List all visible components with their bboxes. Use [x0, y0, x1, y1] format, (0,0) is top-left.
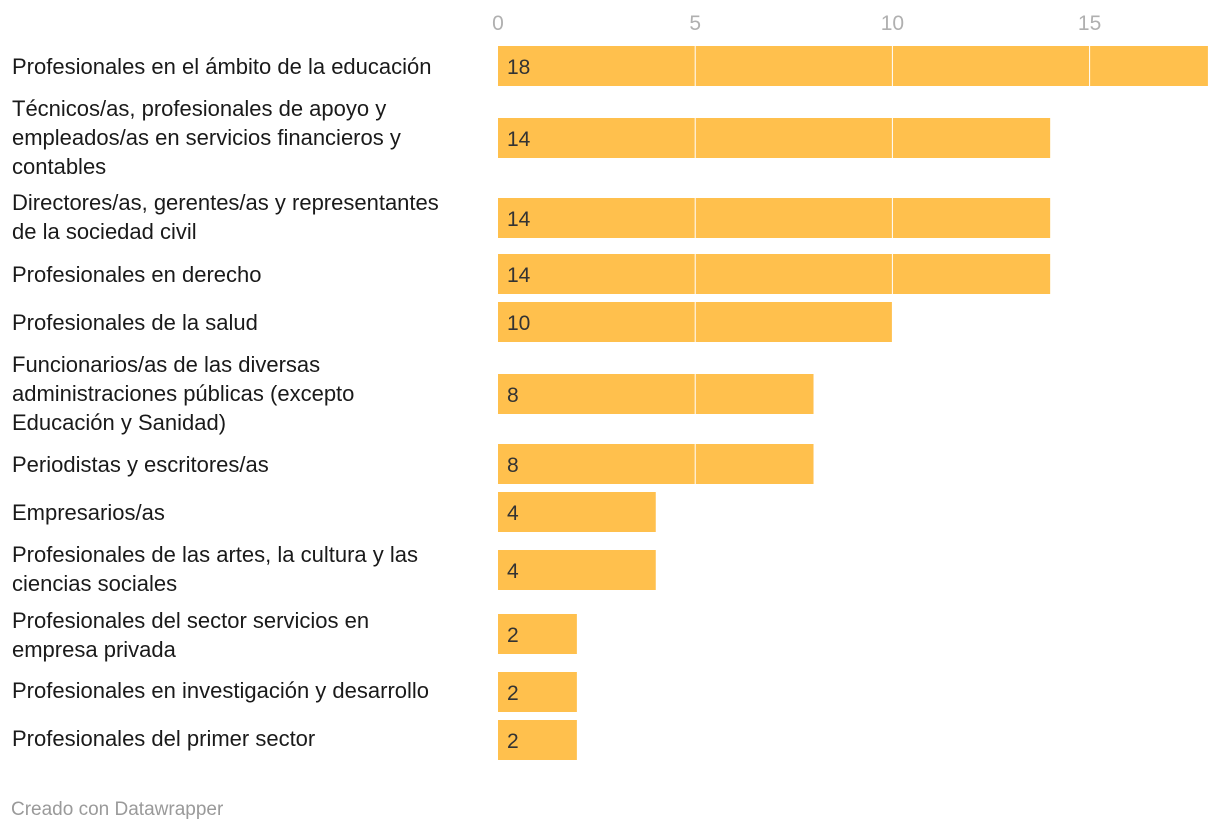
bar-chart: 0 5 10 15 Profesionales en el ámbito de la … — [12, 12, 1208, 760]
value-label: 2 — [507, 624, 519, 647]
credit-text: Creado con Datawrapper — [11, 799, 224, 820]
category-label: Profesionales del sector servicios en emp… — [12, 608, 369, 662]
x-tick-label: 5 — [689, 12, 701, 35]
category-label: Funcionarios/as de las diversas administr… — [12, 352, 354, 435]
value-label: 14 — [507, 128, 531, 151]
bars — [498, 46, 1208, 760]
bar — [498, 492, 656, 532]
bar — [498, 720, 577, 760]
category-label: Empresarios/as — [12, 500, 165, 525]
x-tick-label: 0 — [492, 12, 504, 35]
category-label: Profesionales de la salud — [12, 310, 258, 335]
bar — [498, 46, 1208, 86]
bar — [498, 550, 656, 590]
bar — [498, 614, 577, 654]
category-label: Profesionales de las artes, la cultura y… — [12, 542, 418, 596]
category-label: Técnicos/as, profesionales de apoyo y emp… — [12, 96, 401, 179]
value-label: 8 — [507, 384, 519, 407]
value-labels: 18 14 14 14 10 8 8 4 4 2 2 2 — [507, 56, 531, 753]
value-label: 4 — [507, 560, 519, 583]
category-label: Periodistas y escritores/as — [12, 452, 269, 477]
value-label: 10 — [507, 312, 530, 335]
value-label: 2 — [507, 682, 519, 705]
bar — [498, 672, 577, 712]
x-tick-label: 15 — [1078, 12, 1101, 35]
category-label: Profesionales del primer sector — [12, 726, 315, 751]
value-label: 18 — [507, 56, 530, 79]
value-label: 8 — [507, 454, 519, 477]
value-label: 2 — [507, 730, 519, 753]
gridlines — [694, 40, 1091, 760]
category-label: Profesionales en derecho — [12, 262, 262, 287]
bar — [498, 118, 1051, 158]
category-labels: Profesionales en el ámbito de la educaci… — [12, 54, 439, 751]
category-label: Profesionales en el ámbito de la educaci… — [12, 54, 432, 79]
category-label: Profesionales en investigación y desarro… — [12, 678, 429, 703]
bar — [498, 198, 1051, 238]
category-label: Directores/as, gerentes/as y representan… — [12, 190, 439, 244]
x-axis-ticks: 0 5 10 15 — [492, 12, 1101, 35]
value-label: 4 — [507, 502, 519, 525]
bar — [498, 254, 1051, 294]
x-tick-label: 10 — [881, 12, 904, 35]
value-label: 14 — [507, 208, 531, 231]
bar — [498, 444, 814, 484]
value-label: 14 — [507, 264, 531, 287]
bar — [498, 374, 814, 414]
